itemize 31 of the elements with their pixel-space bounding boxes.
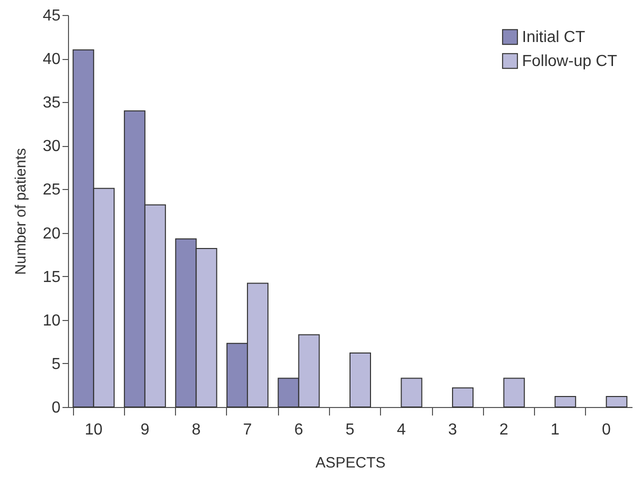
x-tick-label: 9: [140, 422, 150, 438]
legend-label: Follow-up CT: [522, 53, 618, 70]
bar: [606, 396, 628, 408]
x-tick-label: 3: [448, 422, 458, 438]
x-tick-label: 5: [346, 422, 355, 438]
x-tick-label: 0: [602, 422, 611, 438]
legend-label: Initial CT: [522, 29, 586, 46]
y-tick-label: 30: [42, 138, 61, 156]
y-axis-title: Number of patients: [12, 148, 30, 275]
bar: [350, 352, 372, 408]
x-tick-label: 1: [550, 422, 560, 438]
x-tick-label: 8: [192, 422, 201, 438]
y-tick-label: 0: [52, 400, 61, 416]
y-tick-label: 5: [52, 356, 61, 373]
bar: [554, 396, 576, 408]
y-tick-label: 20: [42, 225, 61, 242]
bar: [400, 378, 422, 408]
x-axis-title: ASPECTS: [315, 454, 386, 472]
y-tick-label: 45: [42, 8, 61, 24]
x-tick-label: 4: [396, 422, 406, 438]
y-tick-label: 35: [42, 94, 61, 112]
bar: [503, 378, 525, 408]
x-tick-label: 10: [84, 422, 103, 438]
x-tick-label: 6: [294, 422, 304, 438]
y-tick-label: 15: [42, 268, 61, 286]
y-tick-label: 25: [42, 182, 61, 199]
bar: [452, 387, 474, 408]
x-tick-label: 7: [243, 422, 252, 438]
y-tick-label: 10: [42, 312, 61, 330]
x-tick-label: 2: [499, 422, 508, 438]
y-tick-label: 40: [42, 51, 61, 68]
